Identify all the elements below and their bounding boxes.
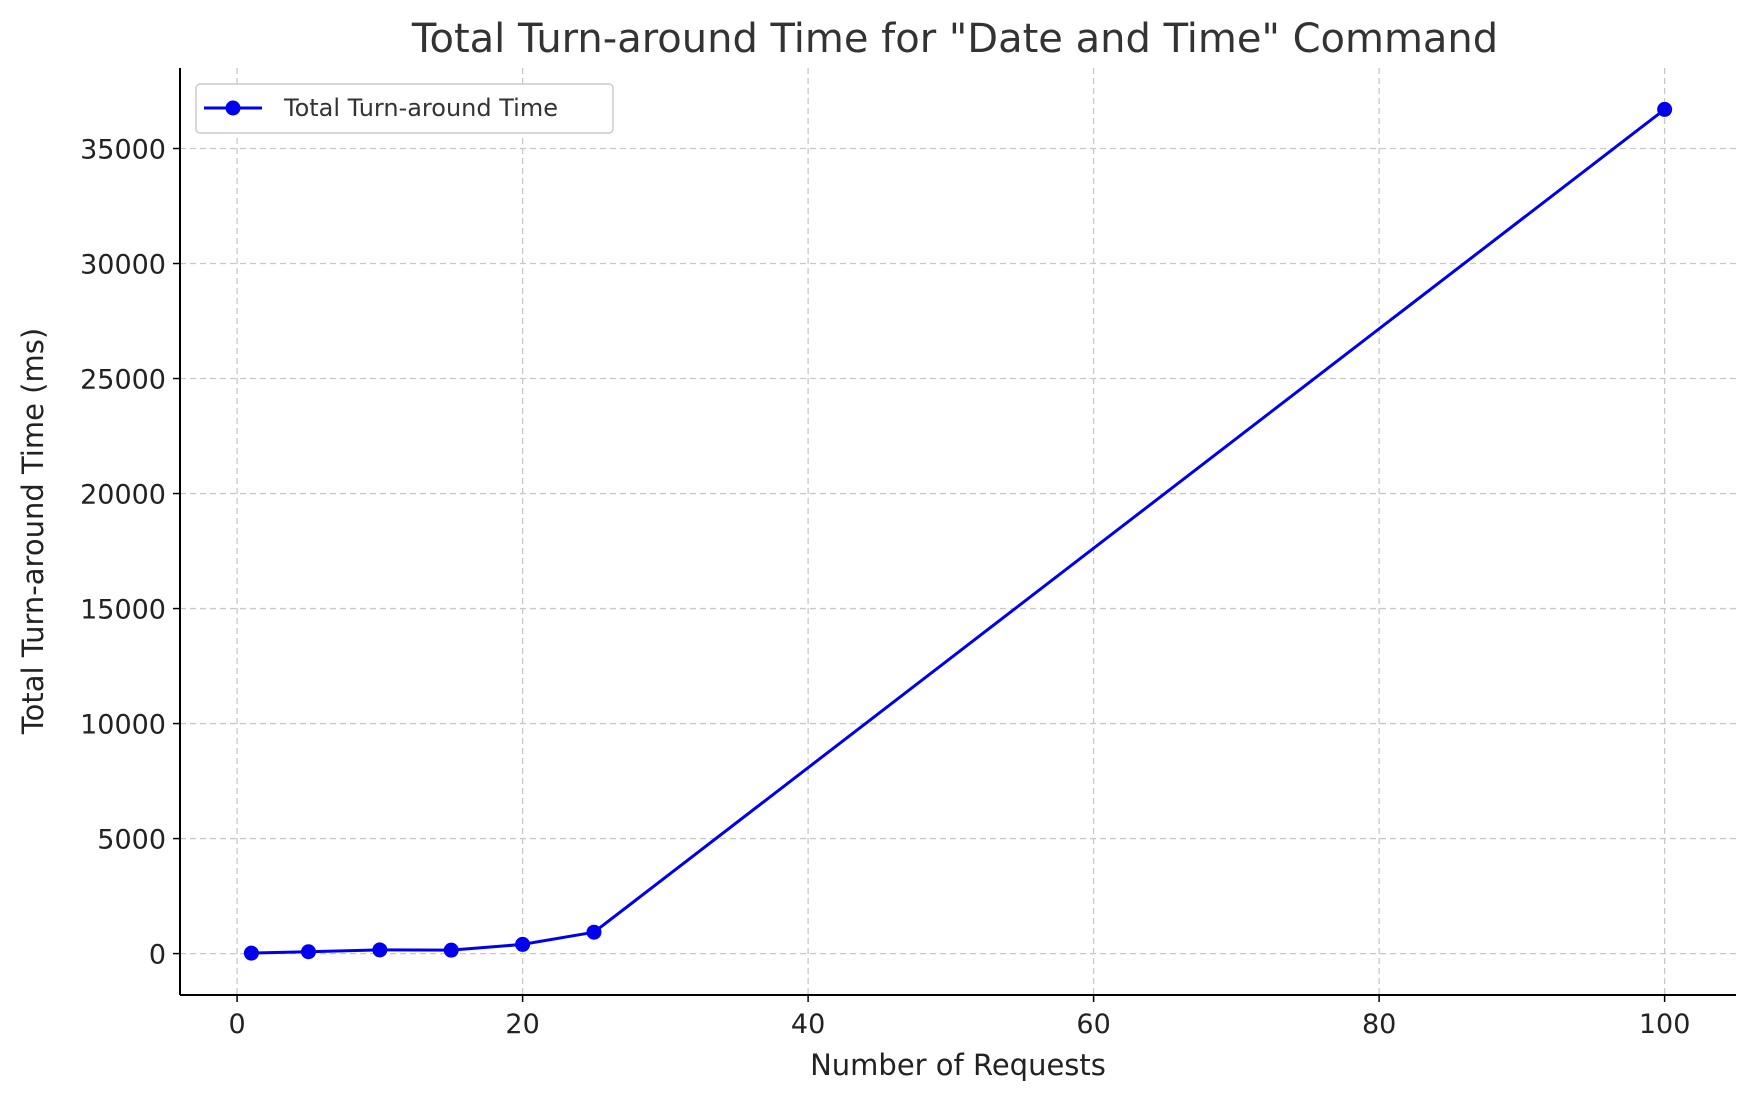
- grid-lines: [180, 68, 1736, 995]
- chart-title: Total Turn-around Time for "Date and Tim…: [411, 16, 1498, 62]
- series-line: [251, 108, 1666, 955]
- series-lines: [251, 108, 1666, 955]
- data-point: [443, 942, 459, 958]
- data-point: [243, 945, 259, 961]
- y-tick-label: 5000: [97, 825, 166, 856]
- legend-marker-swatch: [225, 100, 241, 116]
- legend: Total Turn-around Time: [195, 83, 614, 134]
- legend-box: [195, 83, 614, 134]
- x-tick-label: 20: [505, 1009, 539, 1040]
- legend-entry-label: Total Turn-around Time: [283, 94, 558, 122]
- x-tick-label: 40: [791, 1009, 825, 1040]
- data-point: [1657, 101, 1673, 117]
- data-points: [243, 101, 1673, 961]
- y-axis-label: Total Turn-around Time (ms): [16, 328, 50, 735]
- y-tick-label: 20000: [80, 480, 166, 511]
- x-axis-label: Number of Requests: [810, 1048, 1106, 1082]
- x-axis-ticks: 0 20 40 60 80 100: [229, 995, 1691, 1040]
- x-tick-label: 0: [229, 1009, 246, 1040]
- x-tick-label: 80: [1362, 1009, 1396, 1040]
- y-tick-label: 35000: [80, 135, 166, 166]
- y-tick-label: 0: [149, 940, 166, 971]
- data-point: [300, 944, 316, 960]
- data-point: [515, 936, 531, 952]
- y-tick-label: 25000: [80, 365, 166, 396]
- y-axis-ticks: 0 5000 10000 15000 20000 25000 30000 35000: [80, 135, 180, 971]
- data-point: [372, 942, 388, 958]
- x-tick-label: 60: [1076, 1009, 1110, 1040]
- data-point: [586, 924, 602, 940]
- y-tick-label: 30000: [80, 250, 166, 281]
- y-tick-label: 10000: [80, 710, 166, 741]
- y-tick-label: 15000: [80, 595, 166, 626]
- x-tick-label: 100: [1639, 1009, 1691, 1040]
